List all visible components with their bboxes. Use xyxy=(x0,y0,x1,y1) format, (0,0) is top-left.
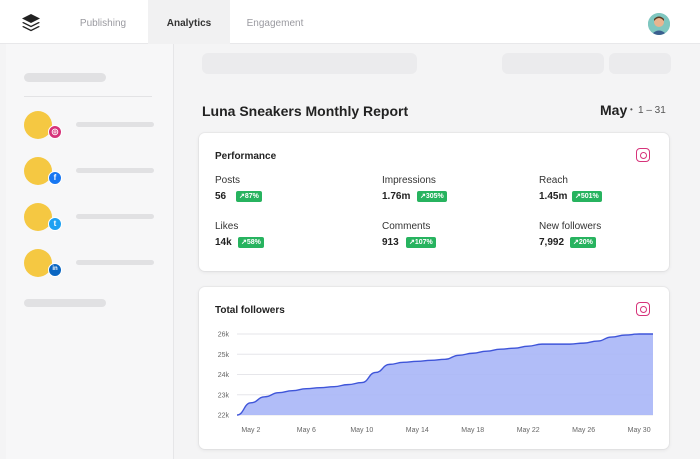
change-badge: ↗20% xyxy=(570,237,596,248)
top-nav-bar: Publishing Analytics Engagement xyxy=(0,0,700,44)
x-tick-label: May 14 xyxy=(406,427,429,434)
y-tick-label: 22k xyxy=(218,413,230,420)
x-tick-label: May 26 xyxy=(572,427,595,434)
sidebar-divider xyxy=(24,96,152,97)
y-tick-label: 24k xyxy=(218,372,230,379)
x-tick-label: May 22 xyxy=(517,427,540,434)
date-filter-placeholder[interactable] xyxy=(202,53,417,74)
x-tick-label: May 2 xyxy=(241,427,260,434)
tab-publishing[interactable]: Publishing xyxy=(64,0,142,44)
metric-value: 7,992 xyxy=(539,237,564,248)
account-name-placeholder xyxy=(76,168,154,173)
user-avatar[interactable] xyxy=(648,13,670,35)
sidebar-header-placeholder xyxy=(24,73,106,82)
sidebar: ◎ f t in xyxy=(6,44,174,459)
change-badge: ↗87% xyxy=(236,191,262,202)
metric-value: 913 xyxy=(382,237,399,248)
metric-value: 1.76m xyxy=(382,191,410,202)
metric-label: Likes xyxy=(215,221,238,232)
followers-card: Total followers 22k 23k 24k 25k 26k May 2 May … xyxy=(199,287,669,449)
sidebar-account-linkedin[interactable]: in xyxy=(6,246,174,286)
sidebar-footer-placeholder xyxy=(24,299,106,307)
sidebar-account-facebook[interactable]: f xyxy=(6,154,174,194)
x-tick-label: May 18 xyxy=(461,427,484,434)
metric-label: Reach xyxy=(539,175,568,186)
buffer-logo-icon[interactable] xyxy=(20,12,42,34)
sidebar-account-twitter[interactable]: t xyxy=(6,200,174,240)
change-badge: ↗305% xyxy=(417,191,447,202)
account-name-placeholder xyxy=(76,260,154,265)
change-badge: ↗107% xyxy=(406,237,436,248)
separator-dot: • xyxy=(630,105,633,114)
instagram-icon xyxy=(636,148,650,162)
export-button-placeholder[interactable] xyxy=(609,53,671,74)
sidebar-account-instagram[interactable]: ◎ xyxy=(6,108,174,148)
y-tick-label: 26k xyxy=(218,332,230,339)
tab-engagement[interactable]: Engagement xyxy=(236,0,314,44)
instagram-badge-icon: ◎ xyxy=(48,125,62,139)
facebook-badge-icon: f xyxy=(48,171,62,185)
metric-value: 14k xyxy=(215,237,232,248)
performance-title: Performance xyxy=(215,151,276,162)
metric-value: 1.45m xyxy=(539,191,567,202)
report-title: Luna Sneakers Monthly Report xyxy=(202,103,408,119)
x-tick-label: May 6 xyxy=(297,427,316,434)
followers-area-chart: 22k 23k 24k 25k 26k May 2 May 6 May 10 May 14 May… xyxy=(199,287,669,449)
x-tick-label: May 10 xyxy=(350,427,373,434)
metric-label: New followers xyxy=(539,221,601,232)
report-month[interactable]: May xyxy=(600,102,627,118)
metric-label: Impressions xyxy=(382,175,436,186)
report-date-range: 1 – 31 xyxy=(638,105,666,116)
tab-analytics[interactable]: Analytics xyxy=(148,0,230,44)
main-content: Luna Sneakers Monthly Report May • 1 – 3… xyxy=(175,44,700,459)
change-badge: ↗58% xyxy=(238,237,264,248)
metric-value: 56 xyxy=(215,191,226,202)
x-tick-label: May 30 xyxy=(628,427,651,434)
metric-label: Posts xyxy=(215,175,240,186)
performance-card: Performance Posts 56 ↗87% Impressions 1.… xyxy=(199,133,669,271)
change-badge: ↗501% xyxy=(572,191,602,202)
y-tick-label: 23k xyxy=(218,392,230,399)
twitter-badge-icon: t xyxy=(48,217,62,231)
linkedin-badge-icon: in xyxy=(48,263,62,277)
metric-label: Comments xyxy=(382,221,430,232)
filter-button-placeholder[interactable] xyxy=(502,53,604,74)
account-name-placeholder xyxy=(76,122,154,127)
y-tick-label: 25k xyxy=(218,352,230,359)
account-name-placeholder xyxy=(76,214,154,219)
